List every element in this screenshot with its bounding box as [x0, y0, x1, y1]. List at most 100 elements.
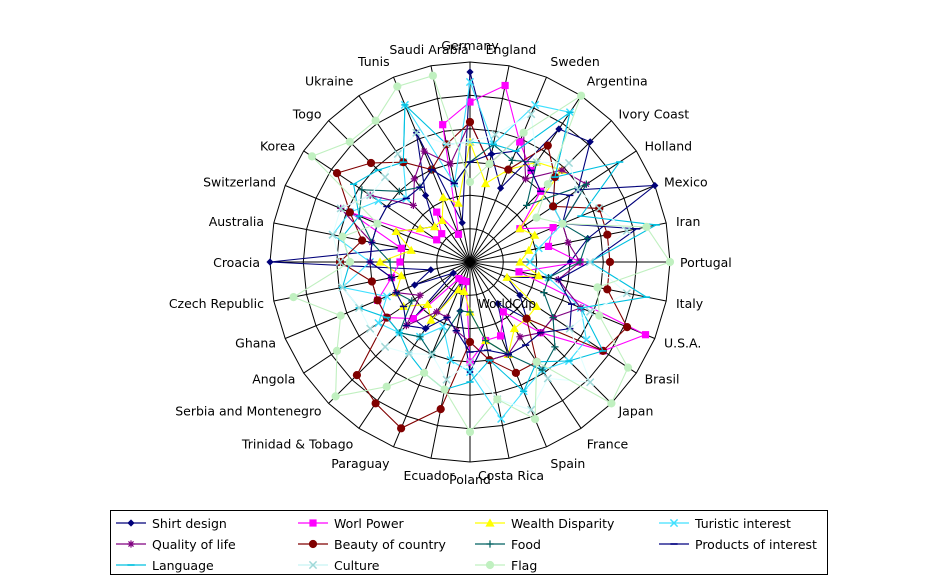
data-point-beauty-of-country-sweden: [504, 165, 513, 174]
data-point-wealth-disparity-u-s-a: [502, 272, 512, 281]
data-point-culture-holland: [573, 185, 583, 194]
data-point-shirt-design-saudi-arabia: [458, 219, 466, 227]
data-point-worl-power-germany: [466, 98, 474, 106]
category-label-switzerland: Switzerland: [203, 175, 276, 190]
data-point-shirt-design-mexico: [651, 181, 659, 190]
legend-item-wealth-disparity: Wealth Disparity: [475, 513, 614, 533]
category-label-sweden: Sweden: [550, 54, 599, 69]
series-layer: [266, 68, 675, 437]
data-point-culture-australia: [328, 230, 337, 239]
data-point-quality-of-life-ivory-coast: [558, 166, 566, 174]
legend-item-quality-of-life: Quality of life: [116, 534, 236, 554]
series-line-worl-power: [349, 84, 647, 364]
data-point-flag-serbia-and-montenegro: [331, 392, 340, 401]
category-label-australia: Australia: [209, 214, 264, 229]
data-point-culture-switzerland: [336, 204, 345, 213]
data-point-worl-power-tunis: [454, 230, 463, 238]
data-point-wealth-disparity-korea: [415, 224, 425, 233]
data-point-wealth-disparity-tunis: [438, 192, 448, 201]
series-quality-of-life: [337, 118, 590, 364]
data-point-wealth-disparity-england: [481, 178, 491, 188]
data-point-culture-argentina: [532, 158, 541, 167]
category-label-croacia: Croacia: [213, 255, 260, 270]
data-point-quality-of-life-ukraine: [410, 175, 418, 183]
data-point-shirt-design-ivory-coast: [586, 138, 594, 146]
data-point-shirt-design-brasil: [516, 291, 524, 299]
data-point-beauty-of-country-australia: [358, 236, 367, 245]
data-point-turistic-interest-brasil: [582, 335, 591, 344]
data-point-flag-france: [532, 357, 541, 366]
data-point-worl-power-trinidad-tobago: [455, 275, 463, 283]
data-point-food-ecuador: [456, 307, 464, 315]
data-point-flag-u-s-a: [595, 311, 604, 320]
data-point-food-france: [538, 366, 546, 374]
data-point-culture-u-s-a: [585, 307, 595, 316]
data-point-wealth-disparity-australia: [406, 245, 416, 254]
category-label-poland: Poland: [449, 472, 491, 487]
legend-swatch: [116, 564, 146, 566]
category-label-spain: Spain: [550, 456, 585, 471]
data-point-beauty-of-country-argentina: [543, 141, 552, 150]
category-label-korea: Korea: [260, 138, 295, 153]
data-point-culture-mexico: [595, 204, 604, 213]
data-point-turistic-interest-paraguay: [439, 322, 448, 331]
data-point-culture-sweden: [527, 110, 536, 119]
data-point-flag-ecuador: [440, 385, 449, 394]
data-point-wealth-disparity-switzerland: [391, 226, 401, 235]
category-label-holland: Holland: [645, 138, 693, 153]
data-point-flag-korea: [307, 152, 317, 161]
data-point-turistic-interest-ghana: [382, 292, 392, 301]
grid-spoke: [469, 261, 667, 302]
data-point-culture-czech-republic: [338, 283, 347, 292]
data-point-worl-power-sweden: [516, 138, 524, 146]
data-point-beauty-of-country-japan: [522, 314, 531, 323]
data-point-quality-of-life-tunis: [420, 147, 428, 155]
data-point-turistic-interest-korea: [374, 196, 383, 206]
legend-swatch: [298, 539, 328, 549]
data-point-quality-of-life-togo: [409, 201, 417, 209]
data-point-culture-brasil: [565, 324, 574, 333]
category-label-serbia-and-montenegro: Serbia and Montenegro: [175, 404, 321, 419]
data-point-worl-power-spain: [497, 332, 505, 340]
legend-label: Food: [511, 536, 541, 552]
data-point-shirt-design-croacia: [266, 258, 274, 266]
center-label: WorldCup: [478, 297, 536, 311]
legend-item-food: Food: [475, 534, 541, 554]
data-point-wealth-disparity-iran: [524, 245, 534, 254]
legend-swatch: [116, 540, 146, 548]
data-point-wealth-disparity-portugal: [515, 257, 525, 266]
data-point-flag-japan: [607, 399, 616, 408]
data-point-culture-england: [491, 130, 500, 139]
data-point-culture-france: [543, 374, 552, 383]
data-point-flag-togo: [345, 137, 354, 146]
data-point-culture-saudi-arabia: [442, 140, 451, 149]
data-point-turistic-interest-iran: [534, 244, 543, 253]
legend-swatch: [475, 518, 505, 527]
category-label-germany: Germany: [441, 38, 499, 53]
data-point-worl-power-togo: [438, 230, 446, 238]
data-point-beauty-of-country-italy: [603, 285, 612, 294]
legend-item-products-of-interest: Products of interest: [659, 534, 817, 554]
legend-label: Turistic interest: [695, 515, 791, 531]
category-label-saudi-arabia: Saudi Arabia: [389, 42, 468, 57]
data-point-beauty-of-country-paraguay: [397, 424, 406, 433]
data-point-food-ivory-coast: [523, 201, 531, 209]
legend-label: Language: [152, 557, 214, 573]
data-point-shirt-design-czech-republic: [427, 266, 435, 274]
data-point-food-togo: [395, 187, 403, 195]
legend-label: Products of interest: [695, 536, 817, 552]
data-point-wealth-disparity-mexico: [530, 230, 540, 239]
data-point-wealth-disparity-france: [509, 323, 519, 333]
category-label-ivory-coast: Ivory Coast: [619, 107, 690, 122]
data-point-beauty-of-country-holland: [549, 202, 558, 211]
data-point-culture-portugal: [585, 257, 595, 267]
data-point-flag-ivory-coast: [543, 180, 552, 189]
data-point-worl-power-u-s-a: [641, 331, 650, 339]
legend-item-worl-power: Worl Power: [298, 513, 404, 533]
data-point-food-brasil: [549, 314, 557, 322]
data-point-quality-of-life-trinidad-tobago: [433, 308, 441, 316]
data-point-flag-costa-rica: [493, 395, 502, 404]
category-label-paraguay: Paraguay: [331, 456, 390, 471]
data-point-shirt-design-germany: [466, 68, 474, 76]
